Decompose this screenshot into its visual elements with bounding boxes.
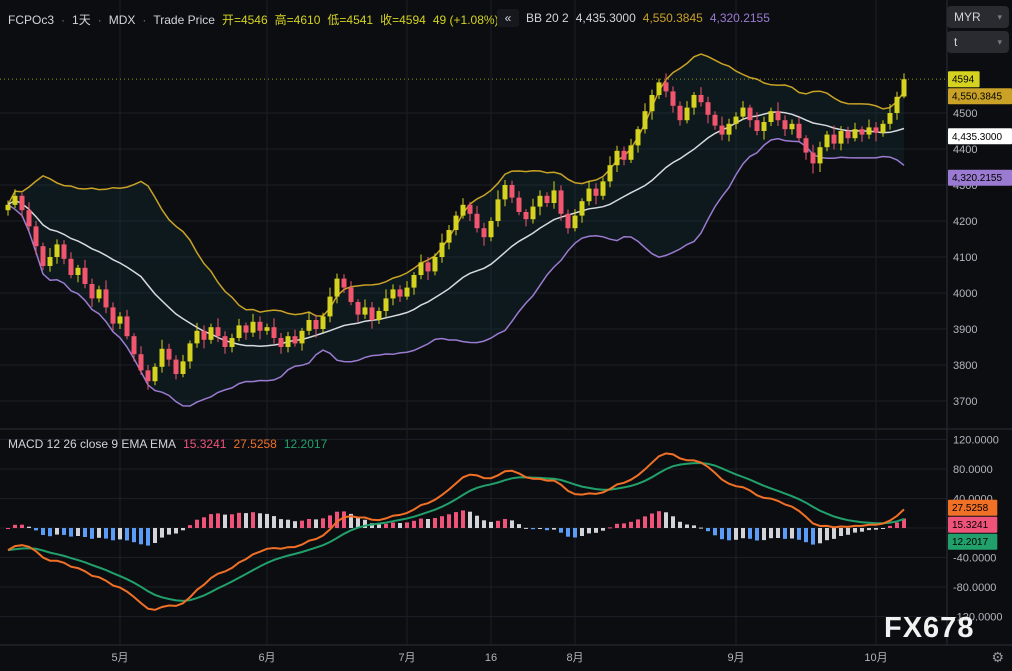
macd-axis-label: -80.0000	[953, 582, 996, 594]
svg-text:4,435.3000: 4,435.3000	[952, 132, 1002, 143]
price-axis-label: 4200	[953, 216, 977, 228]
macd-histogram	[6, 510, 906, 546]
fx678-watermark: FX678	[884, 612, 975, 644]
price-axis-label: 3900	[953, 324, 977, 336]
price-axis-badge: 4,435.3000	[948, 128, 1012, 145]
bb-upper-value: 4,550.3845	[642, 11, 703, 25]
svg-text:27.5258: 27.5258	[952, 503, 989, 514]
price-axis-label: 4400	[953, 144, 977, 156]
chevron-down-icon: ▾	[997, 11, 1002, 22]
bollinger-basis-line	[7, 111, 905, 348]
symbol-name: FCPOc3	[8, 12, 55, 27]
separator-dot: ·	[97, 12, 102, 27]
time-axis-label: 6月	[258, 652, 275, 664]
macd-hist-value: 15.3241	[183, 437, 227, 451]
time-axis[interactable]	[0, 645, 947, 671]
series-type-label: Trade Price	[153, 12, 215, 27]
time-axis-label: 5月	[111, 652, 128, 664]
time-axis-label: 16	[485, 652, 497, 664]
pane-separators	[0, 0, 1012, 646]
change-label: 49 (+1.08%)	[432, 12, 499, 27]
macd-axis-badge: 27.5258	[948, 499, 998, 516]
symbol-legend[interactable]: FCPOc3 · 1天 · MDX · Trade Price 开=4546 高…	[8, 11, 499, 28]
time-axis-label: 10月	[864, 652, 887, 664]
macd-axis-label: -120.0000	[953, 612, 1003, 624]
bb-indicator-legend[interactable]: « BB 20 2 4,435.3000 4,550.3845 4,320.21…	[497, 9, 770, 27]
price-axis-label: 3800	[953, 360, 977, 372]
chevron-down-icon: ▾	[997, 36, 1002, 47]
gridlines	[0, 0, 947, 645]
candles	[5, 73, 907, 390]
separator-dot: ·	[142, 12, 147, 27]
currency-dropdown-button[interactable]: MYR ▾	[947, 6, 1009, 28]
price-axis[interactable]	[947, 0, 1012, 645]
collapse-legend-button[interactable]: «	[497, 9, 519, 27]
svg-text:4,320.2155: 4,320.2155	[952, 173, 1002, 184]
macd-axis-label: -40.0000	[953, 553, 996, 565]
pane-divider[interactable]	[0, 426, 947, 432]
time-axis-label: 8月	[566, 652, 583, 664]
ohlc-high: 高=4610	[274, 13, 321, 27]
interval-label: 1天	[72, 13, 91, 27]
macd-signal-value: 12.2017	[283, 437, 328, 451]
settings-gear-icon[interactable]: ⚙	[991, 649, 1004, 665]
bb-title: BB 20 2	[526, 11, 569, 25]
price-axis-badge: 4594	[948, 71, 980, 88]
macd-axis-badge: 15.3241	[948, 516, 998, 533]
separator-dot: ·	[61, 12, 66, 27]
macd-line-value: 27.5258	[233, 437, 277, 451]
macd-axis-label: 120.0000	[953, 435, 999, 447]
price-axis-label: 3700	[953, 396, 977, 408]
macd-indicator-legend[interactable]: MACD 12 26 close 9 EMA EMA 15.3241 27.52…	[8, 437, 327, 451]
time-axis-label: 7月	[398, 652, 415, 664]
ohlc-low: 低=4541	[327, 13, 374, 27]
macd-line	[7, 452, 905, 611]
svg-text:15.3241: 15.3241	[952, 520, 989, 531]
bb-basis-value: 4,435.3000	[575, 11, 636, 25]
svg-text:4,550.3845: 4,550.3845	[952, 92, 1002, 103]
bollinger-lower-line	[7, 137, 905, 407]
unit-label: t	[954, 35, 958, 49]
time-axis-label: 9月	[727, 652, 744, 664]
macd-title: MACD 12 26 close 9 EMA EMA	[8, 437, 177, 451]
ohlc-open: 开=4546	[221, 13, 268, 27]
macd-axis-badge: 12.2017	[948, 533, 998, 550]
price-axis-label: 4000	[953, 288, 977, 300]
svg-text:4594: 4594	[952, 75, 975, 86]
exchange-label: MDX	[108, 12, 136, 27]
currency-label: MYR	[954, 10, 981, 24]
axis-settings-buttons: MYR ▾ t ▾	[947, 6, 1009, 53]
ohlc-close: 收=4594	[380, 13, 426, 27]
unit-dropdown-button[interactable]: t ▾	[947, 31, 1009, 53]
macd-signal-line	[7, 461, 905, 602]
price-axis-label: 4100	[953, 252, 977, 264]
svg-text:12.2017: 12.2017	[952, 537, 989, 548]
price-axis-badge: 4,320.2155	[948, 169, 1012, 186]
bb-lower-value: 4,320.2155	[709, 11, 770, 25]
macd-axis-label: 80.0000	[953, 464, 993, 476]
price-axis-label: 4500	[953, 108, 977, 120]
price-axis-badge: 4,550.3845	[948, 88, 1012, 105]
